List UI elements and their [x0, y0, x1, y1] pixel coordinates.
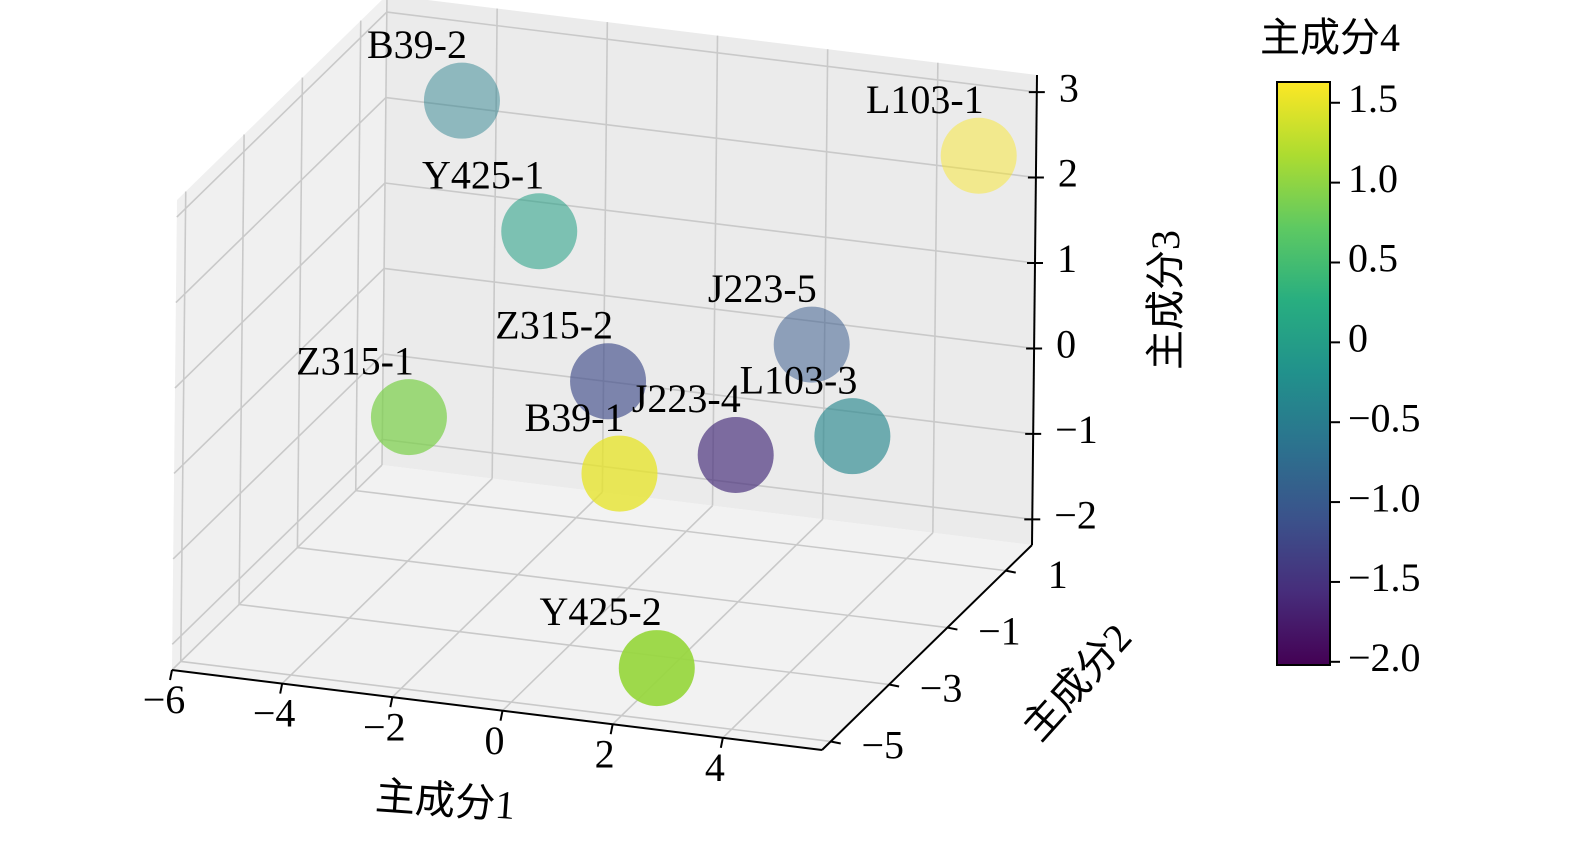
point-label: Z315-1 [296, 338, 414, 383]
z-tick-label: 3 [1059, 65, 1079, 110]
z-tick-label: −2 [1054, 493, 1097, 538]
colorbar-scale [1276, 81, 1331, 666]
grid-line [383, 267, 1035, 350]
point [501, 193, 578, 270]
colorbar-tick-label: 1.0 [1348, 156, 1398, 201]
grid-line [281, 477, 493, 685]
y-tick-label: −3 [920, 666, 963, 711]
grid-line [381, 0, 388, 466]
point [581, 435, 658, 512]
z-tick-label: 1 [1057, 236, 1077, 281]
y-tick [888, 683, 900, 688]
point [370, 379, 447, 456]
grid-line [385, 96, 1037, 179]
x-tick [389, 696, 394, 708]
colorbar-tick-label: 0 [1348, 316, 1368, 361]
floor-pane [172, 465, 1032, 750]
colorbar-tick-label: −1.0 [1348, 475, 1421, 520]
point-label: B39-2 [367, 22, 467, 67]
x-tick-label: −2 [363, 704, 406, 749]
point-label: B39-1 [524, 395, 624, 440]
grid-line [391, 491, 603, 698]
point-label: Z315-2 [495, 302, 613, 347]
grid-line [296, 77, 304, 548]
point [423, 62, 500, 139]
x-tick [279, 683, 284, 694]
grid-line [238, 603, 890, 686]
z-axis-label: 主成分3 [1143, 230, 1188, 370]
grid-line [179, 191, 187, 662]
grid-line [722, 532, 934, 739]
x-axis-line [171, 669, 823, 751]
grid-line [383, 353, 1034, 435]
y-axis-label: 主成分2 [1013, 615, 1140, 749]
y-axis-line [821, 544, 1033, 751]
y-tick-label: 1 [1048, 552, 1068, 597]
point-label: J223-5 [708, 266, 817, 311]
x-tick [609, 724, 614, 735]
x-tick [169, 669, 173, 681]
colorbar-label: 主成分4 [1260, 15, 1400, 60]
x-tick-label: −4 [253, 691, 296, 736]
grid-line [932, 62, 939, 533]
colorbar-tick-label: −1.5 [1348, 555, 1421, 600]
grid-line [171, 464, 383, 671]
grid-line [354, 20, 362, 491]
point-label: Y425-1 [422, 152, 544, 197]
grid-line [176, 11, 388, 218]
grid-line [384, 182, 1036, 264]
grid [171, 0, 1037, 743]
x-tick-label: 0 [485, 718, 505, 763]
colorbar-tick-label: −2.0 [1348, 635, 1421, 680]
x-tick-label: −6 [143, 677, 186, 722]
x-axis-label: 主成分1 [374, 773, 517, 828]
grid-line [238, 134, 245, 605]
grid-line [175, 96, 387, 304]
point [773, 306, 850, 383]
point-label: Y425-2 [540, 589, 662, 634]
point-label: L103-1 [866, 77, 984, 122]
point [814, 398, 891, 475]
grid-line [501, 505, 714, 712]
z-tick-label: 2 [1058, 151, 1078, 196]
x-tick-label: 4 [705, 745, 725, 790]
z-tick-label: 0 [1056, 322, 1076, 367]
x-tick [719, 737, 724, 748]
grid-line [386, 11, 1037, 93]
y-tick [830, 740, 841, 745]
colorbar-tick-label: 1.5 [1348, 76, 1398, 121]
point [618, 630, 695, 707]
y-tick-label: −1 [978, 609, 1021, 654]
y-tick [1005, 569, 1016, 574]
grid-line [171, 438, 383, 645]
x-tick-label: 2 [595, 731, 615, 776]
point-label: L103-3 [740, 357, 858, 402]
grid-line [174, 182, 386, 389]
axes: −6 −4 −2 0 2 4 1 −1 −3 −5 −2 −1 0 1 2 3 [143, 65, 1098, 790]
colorbar-tick-label: −0.5 [1348, 395, 1421, 440]
point [940, 117, 1017, 194]
grid-line [172, 353, 384, 560]
left-pane [172, 0, 387, 670]
colorbar: 1.5 1.0 0.5 0 −0.5 −1.0 −1.5 −2.0 [1276, 76, 1421, 680]
z-axis-line [1031, 74, 1038, 546]
point-label: J223-4 [632, 376, 741, 421]
grid-line [355, 489, 1006, 572]
x-tick [499, 710, 504, 721]
colorbar-tick-label: 0.5 [1348, 236, 1398, 281]
y-tick [947, 626, 958, 631]
y-tick-label: −5 [861, 723, 904, 768]
grid-line [173, 267, 385, 475]
point [697, 416, 774, 493]
z-tick-label: −1 [1055, 407, 1098, 452]
point [570, 343, 647, 420]
grid-line [491, 8, 498, 479]
points: B39-2 L103-1 Y425-1 J223-5 Z315-2 Z315-1 L103-… [296, 22, 1017, 707]
grid-line [297, 546, 948, 629]
grid-line [180, 660, 831, 743]
